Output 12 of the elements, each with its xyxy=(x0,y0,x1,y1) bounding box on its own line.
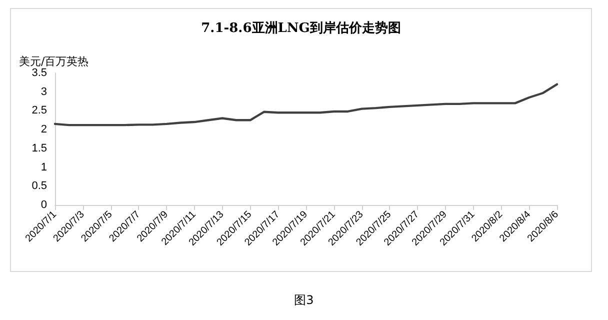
y-tick-label: 3.5 xyxy=(32,67,47,79)
y-tick-label: 3 xyxy=(40,86,47,98)
y-tick-label: 1.5 xyxy=(32,142,47,154)
caption: 图3 xyxy=(293,292,315,309)
chart-title: 7.1-8.6亚洲LNG到岸估价走势图 xyxy=(201,20,401,36)
line-series xyxy=(54,83,558,126)
y-tick-label: 2 xyxy=(40,124,47,136)
y-axis-title: 美元/百万英热 xyxy=(19,55,89,68)
y-tick-label: 0.5 xyxy=(32,180,47,192)
y-tick-label: 2.5 xyxy=(32,104,47,117)
y-tick-label: 1 xyxy=(40,161,47,174)
y-tick-label: 0 xyxy=(40,199,47,211)
